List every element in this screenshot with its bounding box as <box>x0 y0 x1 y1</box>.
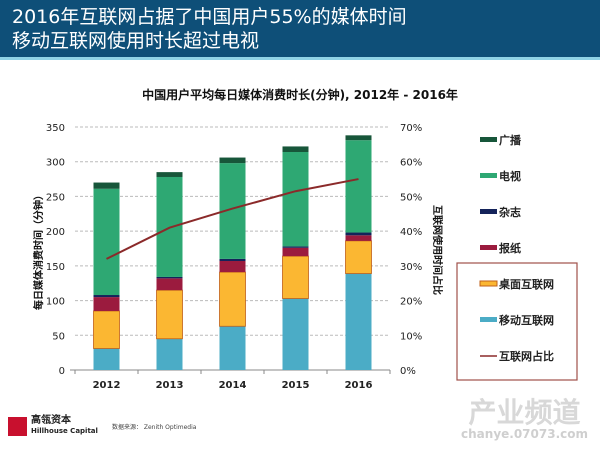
bar-杂志 <box>282 246 309 248</box>
legend-label: 杂志 <box>499 205 521 219</box>
hillhouse-logo-icon <box>8 416 27 436</box>
x-tick-label: 2014 <box>219 380 247 391</box>
bar-广播 <box>345 135 372 141</box>
y-tick-label: 300 <box>46 158 65 169</box>
bar-桌面互联网 <box>156 289 183 340</box>
bar-广播 <box>282 146 309 152</box>
bar-移动互联网 <box>93 348 120 370</box>
data-source: 数据来源： Zenith Optimedia <box>111 423 197 431</box>
y-axis-title: 每日媒体消费时间（分钟） <box>32 190 45 310</box>
watermark: 产业频道 chanye.07073.com <box>461 396 588 441</box>
bar-报纸 <box>156 278 183 291</box>
legend-swatch <box>480 173 497 178</box>
bar-电视 <box>345 140 372 233</box>
bar-桌面互联网 <box>345 240 372 274</box>
y-tick-label: 150 <box>46 262 65 273</box>
y2-tick-label: 40% <box>400 227 422 238</box>
y2-tick-label: 70% <box>400 123 422 134</box>
bar-桌面互联网 <box>219 271 246 327</box>
bar-电视 <box>93 188 120 296</box>
legend-label: 广播 <box>499 133 522 147</box>
header-banner: 2016年互联网占据了中国用户55%的媒体时间 移动互联网使用时长超过电视 <box>0 0 600 60</box>
bar-报纸 <box>93 297 120 311</box>
bar-移动互联网 <box>282 298 309 370</box>
y2-axis-title: 互联网使用时间占比 <box>431 205 444 295</box>
bar-桌面互联网 <box>93 310 120 349</box>
bar-移动互联网 <box>156 338 183 370</box>
y2-tick-label: 0% <box>400 366 416 377</box>
x-tick-label: 2012 <box>93 380 121 391</box>
logo-cn: 高瓴资本 <box>31 415 71 426</box>
y-tick-label: 0 <box>59 366 65 377</box>
y2-tick-label: 30% <box>400 262 422 273</box>
logo-en: Hillhouse Capital <box>31 427 98 435</box>
bar-电视 <box>282 151 309 247</box>
bar-移动互联网 <box>219 326 246 370</box>
bar-杂志 <box>156 276 183 279</box>
legend-swatch <box>480 209 497 214</box>
bar-杂志 <box>219 258 246 261</box>
bar-广播 <box>219 157 246 164</box>
logo-text: 高瓴资本 Hillhouse Capital <box>31 415 98 437</box>
bar-广播 <box>93 182 120 189</box>
headline-1: 2016年互联网占据了中国用户55%的媒体时间 <box>12 6 407 28</box>
bar-报纸 <box>282 247 309 257</box>
legend-label: 互联网占比 <box>499 349 554 363</box>
legend-swatch <box>480 317 497 322</box>
legend-swatch <box>480 245 497 250</box>
bar-杂志 <box>345 232 372 236</box>
bar-杂志 <box>93 295 120 298</box>
legend-label: 移动互联网 <box>499 313 554 327</box>
legend-label: 桌面互联网 <box>498 277 554 291</box>
legend-swatch <box>480 137 497 142</box>
y2-tick-label: 10% <box>400 331 422 342</box>
bar-报纸 <box>219 260 246 273</box>
y-tick-label: 200 <box>46 227 65 238</box>
legend-swatch <box>479 280 498 287</box>
y-tick-label: 100 <box>46 297 65 308</box>
bar-广播 <box>156 172 183 177</box>
bar-报纸 <box>345 235 372 241</box>
legend-highlight-box <box>456 262 578 381</box>
y2-tick-label: 20% <box>400 297 422 308</box>
y2-tick-label: 50% <box>400 192 422 203</box>
y2-tick-label: 60% <box>400 158 422 169</box>
y-tick-label: 350 <box>46 123 65 134</box>
y-tick-label: 250 <box>46 192 65 203</box>
legend-label: 电视 <box>499 169 521 183</box>
bar-移动互联网 <box>345 273 372 370</box>
chart-title: 中国用户平均每日媒体消费时长(分钟), 2012年 - 2016年 <box>142 88 458 102</box>
legend-label: 报纸 <box>499 241 521 255</box>
headline-2: 移动互联网使用时长超过电视 <box>12 30 260 52</box>
watermark-sub: chanye.07073.com <box>461 427 588 441</box>
x-tick-label: 2013 <box>156 380 184 391</box>
bar-桌面互联网 <box>282 255 309 299</box>
x-tick-label: 2015 <box>282 380 310 391</box>
y-tick-label: 50 <box>52 331 65 342</box>
footer: 高瓴资本 Hillhouse Capital 数据来源： Zenith Opti… <box>8 415 196 437</box>
x-tick-label: 2016 <box>345 380 373 391</box>
watermark-main: 产业频道 <box>468 396 581 429</box>
